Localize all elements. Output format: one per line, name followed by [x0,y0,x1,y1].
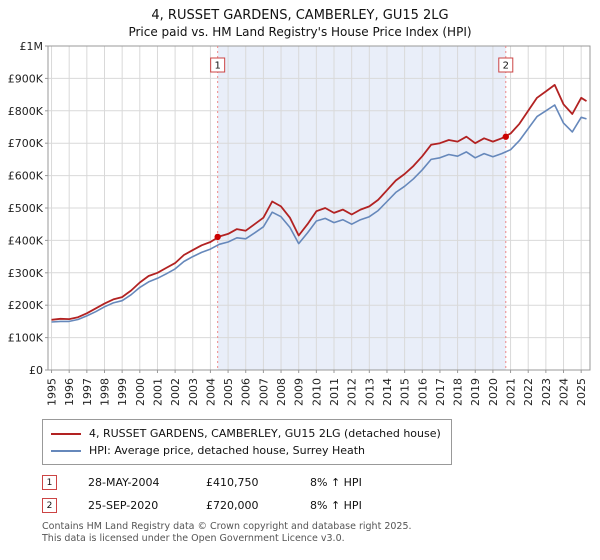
svg-text:2013: 2013 [363,378,376,406]
transaction-price-2: £720,000 [206,499,259,512]
price-chart: 1 2 £0 £100K £200K £300K £400K £500K £600K £700K £… [8,40,591,406]
legend-label-property: 4, RUSSET GARDENS, CAMBERLEY, GU15 2LG (… [89,427,441,440]
transaction-date-1: 28-MAY-2004 [88,476,160,489]
svg-text:£500K: £500K [8,202,44,215]
svg-text:1998: 1998 [98,378,111,406]
svg-text:£900K: £900K [8,72,44,85]
svg-text:1999: 1999 [116,378,129,406]
transaction-row-2: 2 25-SEP-2020 £720,000 8% ↑ HPI [42,498,600,513]
legend: 4, RUSSET GARDENS, CAMBERLEY, GU15 2LG (… [42,419,452,465]
transactions-list: 1 28-MAY-2004 £410,750 8% ↑ HPI 2 25-SEP… [42,475,600,513]
svg-text:2004: 2004 [204,378,217,406]
svg-text:2006: 2006 [240,378,253,406]
transaction-hpi-1: 8% ↑ HPI [310,476,362,489]
page-subtitle: Price paid vs. HM Land Registry's House … [128,25,472,39]
svg-text:2015: 2015 [399,378,412,406]
page-title: 4, RUSSET GARDENS, CAMBERLEY, GU15 2LG [151,8,449,23]
svg-text:2022: 2022 [522,378,535,406]
svg-text:1: 1 [214,61,220,72]
transaction-price-1: £410,750 [206,476,259,489]
svg-text:2025: 2025 [575,378,588,406]
transaction-row-1: 1 28-MAY-2004 £410,750 8% ↑ HPI [42,475,600,490]
svg-text:2019: 2019 [469,378,482,406]
legend-line-property [51,432,81,435]
legend-item-property: 4, RUSSET GARDENS, CAMBERLEY, GU15 2LG (… [51,425,441,442]
svg-text:2018: 2018 [452,378,465,406]
svg-text:£200K: £200K [8,299,44,312]
svg-text:£300K: £300K [8,267,44,280]
chart-area: 1 2 £0 £100K £200K £300K £400K £500K £600K £700K £… [0,40,600,415]
svg-text:2001: 2001 [151,378,164,406]
svg-text:2008: 2008 [275,378,288,406]
transaction-marker-2: 2 [42,498,57,513]
svg-text:2021: 2021 [505,378,518,406]
svg-text:2002: 2002 [169,378,182,406]
svg-text:2005: 2005 [222,378,235,406]
svg-text:1997: 1997 [81,378,94,406]
svg-text:£100K: £100K [8,332,44,345]
svg-text:2003: 2003 [187,378,200,406]
legend-item-hpi: HPI: Average price, detached house, Surr… [51,442,441,459]
svg-text:2014: 2014 [381,378,394,406]
legend-line-hpi [51,449,81,452]
svg-text:2009: 2009 [293,378,306,406]
svg-text:£800K: £800K [8,105,44,118]
svg-text:£400K: £400K [8,234,44,247]
footer-line-2: This data is licensed under the Open Gov… [42,533,345,544]
svg-text:2020: 2020 [487,378,500,406]
svg-text:1995: 1995 [46,378,59,406]
transaction-marker-1: 1 [42,475,57,490]
svg-text:2007: 2007 [257,378,270,406]
svg-text:£700K: £700K [8,137,44,150]
svg-text:2024: 2024 [558,378,571,406]
svg-text:2012: 2012 [346,378,359,406]
transaction-hpi-2: 8% ↑ HPI [310,499,362,512]
svg-text:2023: 2023 [540,378,553,406]
legend-label-hpi: HPI: Average price, detached house, Surr… [89,444,366,457]
license-footer: Contains HM Land Registry data © Crown c… [42,521,600,545]
svg-text:£0: £0 [29,364,43,377]
svg-text:2000: 2000 [134,378,147,406]
svg-text:2010: 2010 [310,378,323,406]
svg-text:2: 2 [503,61,509,72]
chart-header: 4, RUSSET GARDENS, CAMBERLEY, GU15 2LG P… [0,0,600,40]
svg-text:2011: 2011 [328,378,341,406]
svg-text:£600K: £600K [8,170,44,183]
svg-text:1996: 1996 [63,378,76,406]
footer-line-1: Contains HM Land Registry data © Crown c… [42,521,412,532]
svg-text:£1M: £1M [20,40,44,53]
svg-text:2016: 2016 [416,378,429,406]
svg-text:2017: 2017 [434,378,447,406]
transaction-date-2: 25-SEP-2020 [88,499,159,512]
